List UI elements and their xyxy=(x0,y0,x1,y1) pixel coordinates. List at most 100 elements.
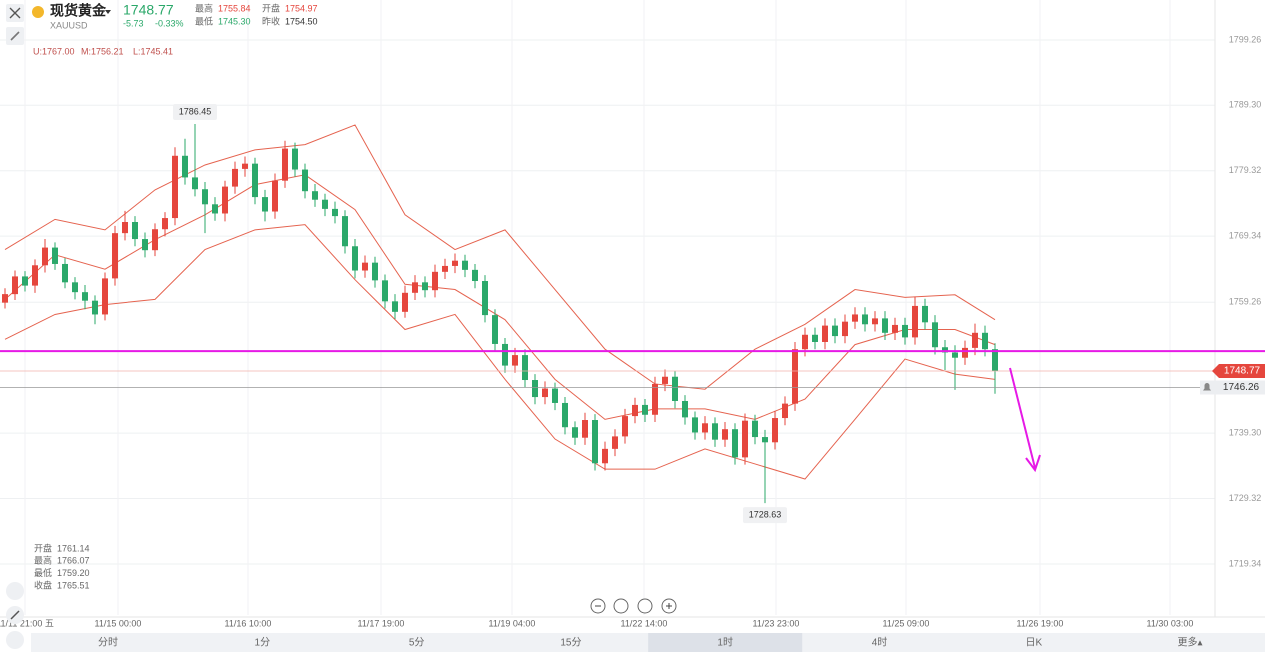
candle-body xyxy=(352,246,358,271)
candle-body xyxy=(492,315,498,344)
candle-body xyxy=(262,197,268,212)
tab-selected xyxy=(648,633,803,652)
button-glyphs xyxy=(595,603,672,609)
info-value: 1766.07 xyxy=(57,556,90,566)
change: -5.73 xyxy=(123,18,144,28)
candle-body xyxy=(52,247,58,264)
prev-button[interactable] xyxy=(613,598,629,614)
indicator-button[interactable] xyxy=(6,582,24,600)
tab[interactable]: 15分 xyxy=(560,637,581,649)
candle-body xyxy=(572,427,578,438)
dropdown-arrow[interactable] xyxy=(105,10,111,14)
candle-body xyxy=(962,347,968,358)
x-tick-label: 11/19 04:00 xyxy=(489,618,536,628)
candle-body xyxy=(782,403,788,419)
candle-body xyxy=(192,177,198,190)
tab[interactable]: 日K xyxy=(1025,638,1042,649)
candle-body xyxy=(202,189,208,205)
candle-body xyxy=(522,355,528,381)
bell-icon xyxy=(1203,382,1211,391)
candle-body xyxy=(142,239,148,251)
candle-body xyxy=(992,349,998,372)
candle-body xyxy=(22,276,28,286)
candle-body xyxy=(332,208,338,217)
candle-body xyxy=(512,355,518,366)
candle-body xyxy=(92,300,98,315)
candle-body xyxy=(702,423,708,433)
stat-label: 最低 xyxy=(195,15,213,26)
tab[interactable]: 分时 xyxy=(98,637,118,649)
stat-label: 最高 xyxy=(195,2,213,13)
candle-body xyxy=(252,163,258,198)
y-tick-label: 1759.26 xyxy=(1229,297,1262,307)
candle-body xyxy=(842,321,848,337)
candle-body xyxy=(922,305,928,323)
bollinger-lower xyxy=(4,224,996,480)
drawn-arrow xyxy=(1009,367,1041,473)
candle-body xyxy=(762,437,768,443)
tab[interactable]: 5分 xyxy=(409,637,425,649)
candle-body xyxy=(112,233,118,279)
stat-value: 1754.50 xyxy=(285,16,318,26)
candle-body xyxy=(682,400,688,418)
instrument-name[interactable]: 现货黄金 xyxy=(50,3,107,19)
candle-body xyxy=(772,418,778,443)
candle-body xyxy=(12,276,18,295)
tab[interactable]: 1分 xyxy=(255,637,271,649)
close-icon xyxy=(9,7,21,19)
candle-body xyxy=(432,271,438,291)
candle-body xyxy=(722,429,728,440)
last-price: 1748.77 xyxy=(1224,366,1261,377)
x-tick-label: 11/26 19:00 xyxy=(1017,618,1064,628)
candle-body xyxy=(402,292,408,312)
candle-body xyxy=(392,301,398,312)
extreme-label: 1728.63 xyxy=(749,509,782,519)
candle-body xyxy=(612,436,618,449)
candle-body xyxy=(602,448,608,464)
alert-tag xyxy=(1200,380,1265,395)
candle-body xyxy=(42,247,48,266)
candle-body xyxy=(952,352,958,358)
candle-body xyxy=(562,402,568,428)
info-value: 1765.51 xyxy=(57,580,90,590)
bollinger-middle xyxy=(4,174,996,420)
tabs: 分时 1分 5分 15分 1时 4时 日K 更多▴ xyxy=(98,633,1203,652)
candle-body xyxy=(832,325,838,337)
stat-value: 1755.84 xyxy=(218,3,251,13)
candle-body xyxy=(652,383,658,415)
candle-body xyxy=(322,199,328,209)
candle-body xyxy=(62,263,68,283)
x-tick-label: 11/22 14:00 xyxy=(621,618,668,628)
info-label: 开盘 xyxy=(34,542,52,553)
x-tick-label: 11/17 19:00 xyxy=(358,618,405,628)
candle-body xyxy=(2,294,8,303)
candle-body xyxy=(442,265,448,272)
chart-type-button[interactable] xyxy=(6,631,24,649)
plot: 1799.26 1789.30 1779.32 1769.34 1759.26 1739.… xyxy=(0,0,1265,628)
candle-body xyxy=(642,404,648,415)
tab[interactable]: 4时 xyxy=(872,637,888,649)
candle-body xyxy=(222,186,228,214)
candle-body xyxy=(82,292,88,301)
extreme-label: 1786.45 xyxy=(179,106,212,116)
indicator-lower: L:1745.41 xyxy=(133,46,173,56)
tool-icon xyxy=(10,31,20,41)
y-tick-label: 1789.30 xyxy=(1229,100,1262,110)
candle-body xyxy=(152,229,158,251)
candle-body xyxy=(942,347,948,353)
candle-body xyxy=(822,325,828,342)
candle-body xyxy=(32,265,38,286)
tab[interactable]: 更多▴ xyxy=(1177,636,1202,649)
tab[interactable]: 1时 xyxy=(717,637,733,649)
candle-body xyxy=(472,269,478,282)
indicator-middle: M:1756.21 xyxy=(81,46,124,56)
next-button[interactable] xyxy=(637,598,653,614)
x-tick-label: 11/16 10:00 xyxy=(225,618,272,628)
bollinger-upper xyxy=(4,124,996,390)
candle-body xyxy=(912,305,918,338)
candle-body xyxy=(182,155,188,178)
candle-body xyxy=(862,314,868,325)
symbol: XAUUSD xyxy=(50,20,88,30)
candle-body xyxy=(872,318,878,325)
alert-price: 1746.26 xyxy=(1223,382,1260,393)
